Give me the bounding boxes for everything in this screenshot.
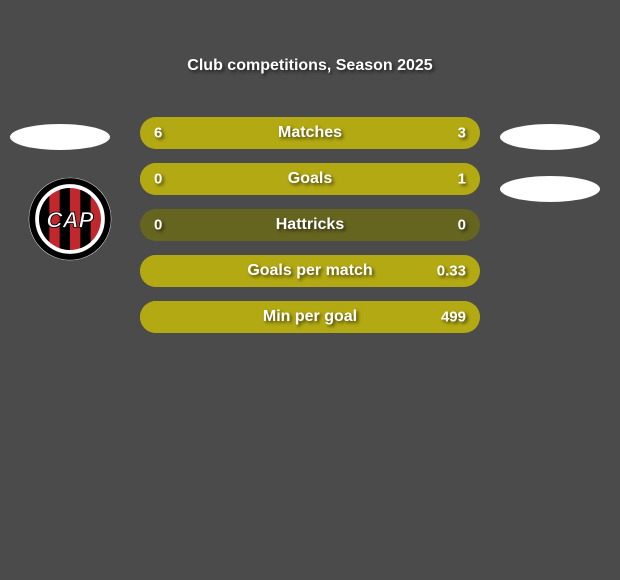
stat-value-right: 499 (441, 309, 466, 326)
stat-row: Goals per match 0.33 (140, 255, 480, 287)
club-logo-text: CAP (46, 208, 93, 233)
stat-label: Min per goal (263, 308, 357, 326)
club-badge-icon: CAP (27, 176, 113, 262)
stat-row: 0 Goals 1 (140, 163, 480, 195)
stat-value-left: 6 (154, 125, 162, 142)
stat-row: 6 Matches 3 (140, 117, 480, 149)
stat-row: 0 Hattricks 0 (140, 209, 480, 241)
stat-label: Goals per match (247, 262, 372, 280)
stat-value-left: 0 (154, 171, 162, 188)
page-background (0, 0, 620, 580)
stat-value-right: 0 (458, 217, 466, 234)
club-logo: CAP (20, 176, 120, 262)
left-team-ellipse (10, 124, 110, 150)
stat-value-left: 0 (154, 217, 162, 234)
stat-label: Hattricks (276, 216, 344, 234)
stat-value-right: 1 (458, 171, 466, 188)
subtitle: Club competitions, Season 2025 (0, 57, 620, 75)
right-team-ellipse-1 (500, 124, 600, 150)
stat-value-right: 0.33 (437, 263, 466, 280)
stat-label: Goals (288, 170, 332, 188)
stat-label: Matches (278, 124, 342, 142)
stat-value-right: 3 (458, 125, 466, 142)
stat-row: Min per goal 499 (140, 301, 480, 333)
right-team-ellipse-2 (500, 176, 600, 202)
